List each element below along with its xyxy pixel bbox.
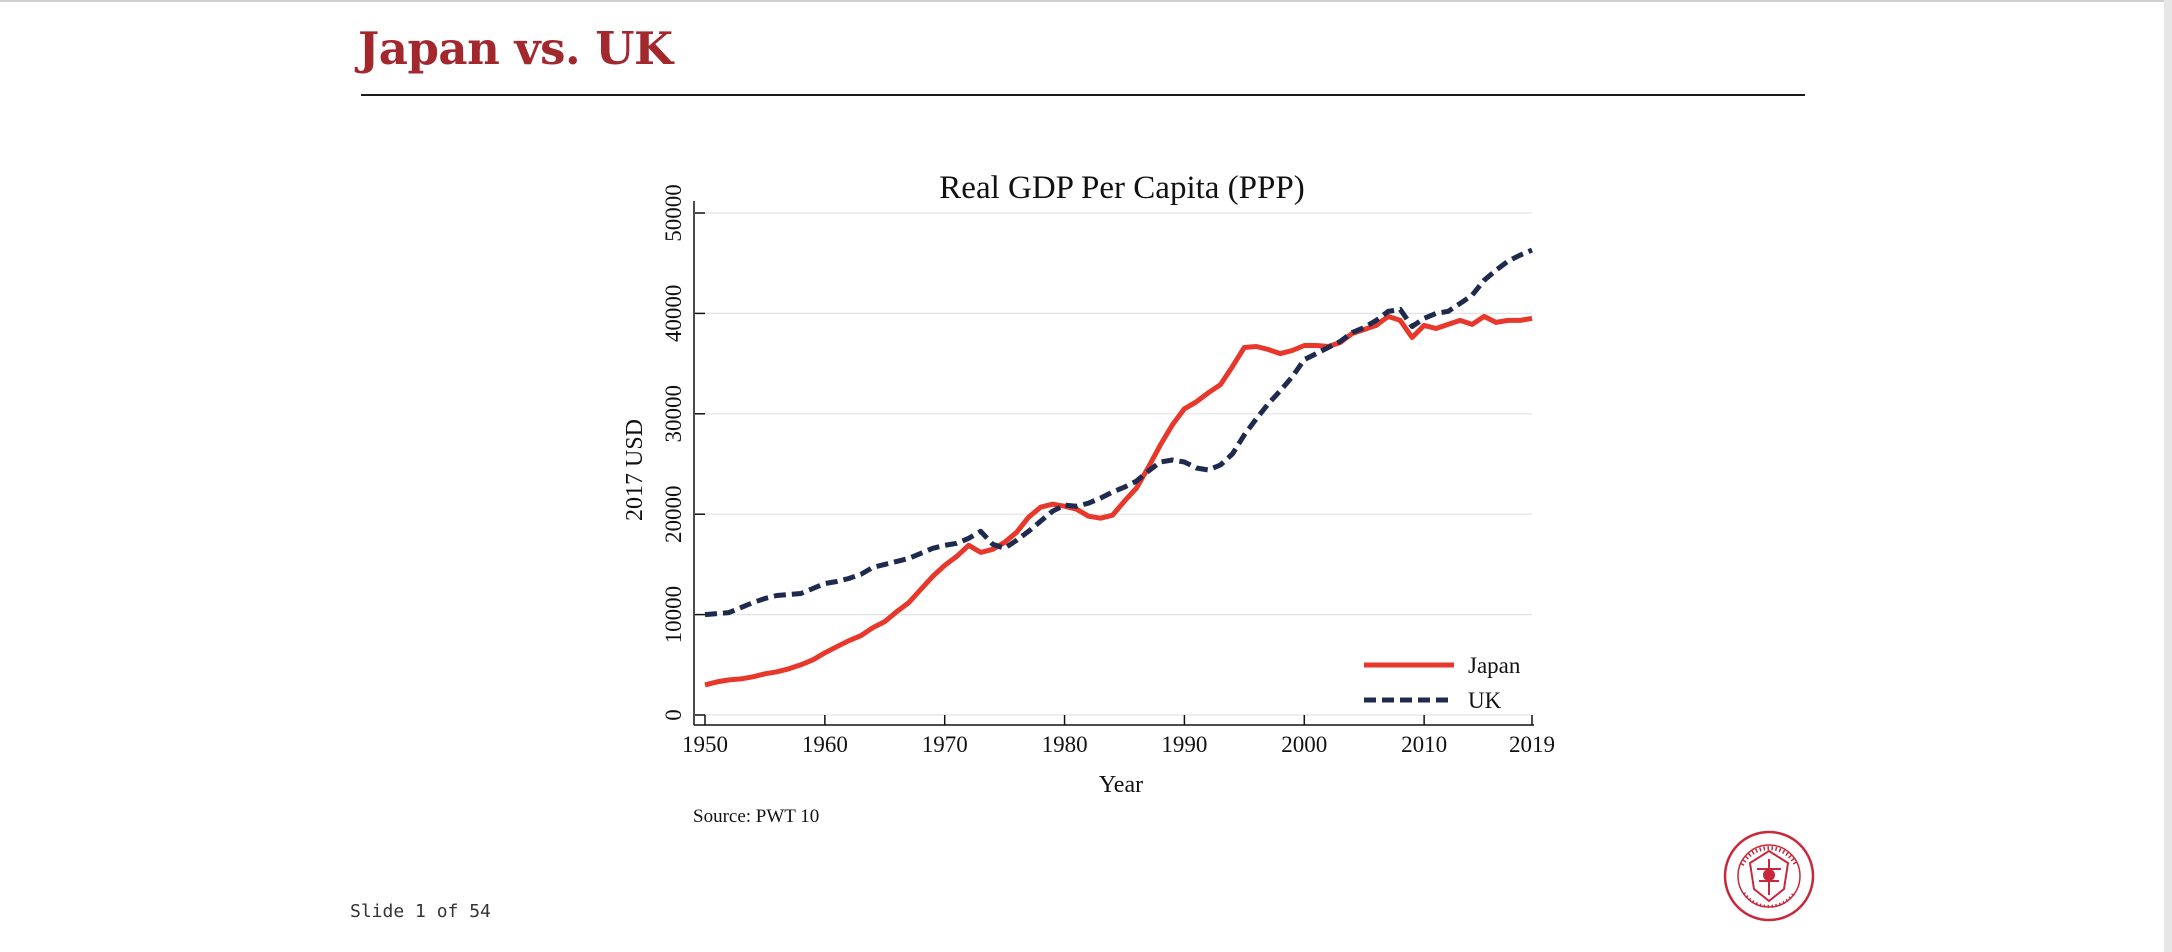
slide-number: Slide 1 of 54 bbox=[350, 901, 491, 922]
legend: Japan UK bbox=[1350, 643, 1550, 713]
y-tick-label: 40000 bbox=[661, 285, 686, 343]
chart-source-note: Source: PWT 10 bbox=[693, 806, 819, 827]
x-tick-label: 2010 bbox=[1401, 732, 1447, 757]
y-tick-label: 0 bbox=[661, 709, 686, 721]
y-tick-label: 50000 bbox=[661, 184, 686, 242]
axes bbox=[693, 201, 1534, 726]
x-tick-label: 1990 bbox=[1161, 732, 1207, 757]
slide-title: Japan vs. UK bbox=[358, 22, 673, 75]
y-tick-label: 20000 bbox=[661, 485, 686, 543]
y-tick-label: 10000 bbox=[661, 586, 686, 644]
x-tick-label: 1970 bbox=[922, 732, 968, 757]
chart-title: Real GDP Per Capita (PPP) bbox=[939, 170, 1304, 206]
legend-uk-label: UK bbox=[1468, 688, 1502, 713]
gdp-line-chart: Real GDP Per Capita (PPP) 0 10000 20000 300… bbox=[622, 170, 1555, 827]
y-axis-label: 2017 USD bbox=[622, 419, 648, 521]
y-axis-ticks: 0 10000 20000 30000 40000 50000 bbox=[661, 184, 705, 721]
x-tick-label: 1980 bbox=[1042, 732, 1088, 757]
series-line-uk bbox=[704, 247, 1533, 618]
x-tick-label: 1960 bbox=[802, 732, 848, 757]
x-axis-label: Year bbox=[1099, 772, 1143, 798]
series-lines bbox=[704, 247, 1533, 688]
scrollbar-track[interactable] bbox=[2164, 0, 2172, 952]
x-tick-label: 2000 bbox=[1281, 732, 1327, 757]
gridlines bbox=[705, 212, 1532, 716]
x-axis-ticks: 1950 1960 1970 1980 1990 2000 2010 2019 bbox=[682, 715, 1555, 757]
y-tick-label: 30000 bbox=[661, 385, 686, 443]
title-divider bbox=[361, 94, 1805, 96]
x-tick-label: 2019 bbox=[1509, 732, 1555, 757]
window-top-border bbox=[0, 0, 2172, 2]
university-seal-logo bbox=[1723, 830, 1815, 922]
series-line-japan bbox=[704, 313, 1533, 688]
x-tick-label: 1950 bbox=[682, 732, 728, 757]
legend-japan-label: Japan bbox=[1468, 653, 1521, 678]
